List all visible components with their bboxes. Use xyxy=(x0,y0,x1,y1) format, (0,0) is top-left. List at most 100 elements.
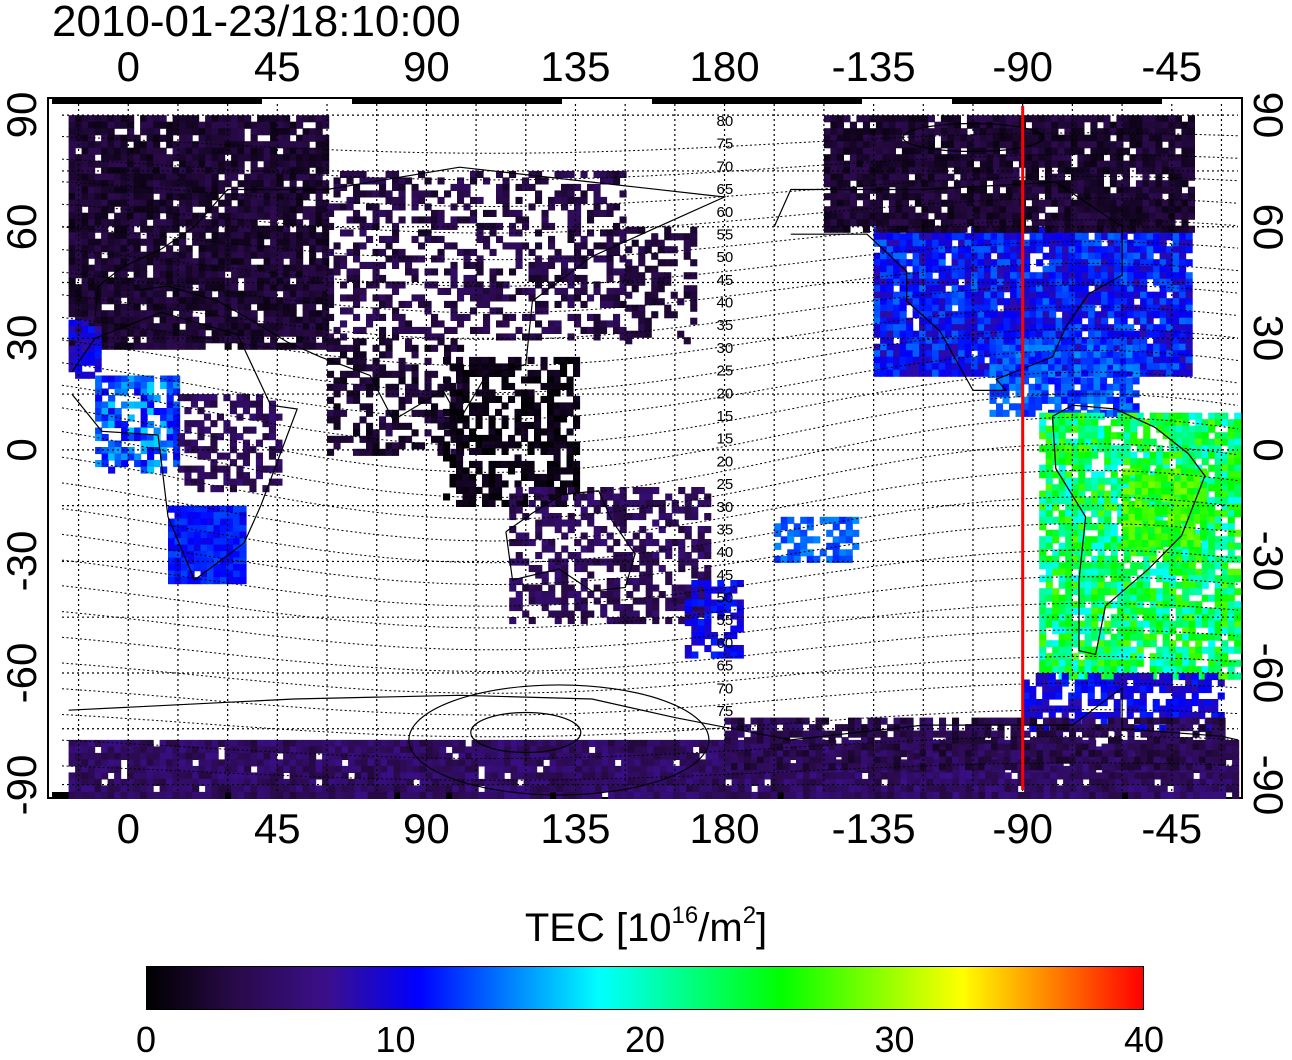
tec-cell xyxy=(984,246,991,253)
tec-cell xyxy=(560,357,567,364)
tec-cell xyxy=(1108,305,1115,312)
tec-cell xyxy=(212,135,219,142)
tec-cell xyxy=(986,161,993,168)
tec-cell xyxy=(496,184,503,191)
tec-cell xyxy=(561,171,568,178)
tec-cell xyxy=(1004,272,1011,279)
tec-cell xyxy=(178,394,185,401)
tec-cell xyxy=(869,141,876,148)
tec-cell xyxy=(69,206,76,213)
tec-cell xyxy=(587,294,594,301)
tec-cell xyxy=(665,598,672,605)
tec-cell xyxy=(303,336,310,343)
tec-cell xyxy=(567,383,574,390)
tec-cell xyxy=(373,442,380,449)
tec-cell xyxy=(115,408,122,415)
tec-cell xyxy=(1160,324,1167,331)
tec-cell xyxy=(529,275,536,282)
tec-cell xyxy=(1088,246,1095,253)
tec-cell xyxy=(201,564,208,571)
tec-cell xyxy=(264,174,271,181)
tec-cell xyxy=(392,333,399,340)
tec-cell xyxy=(837,128,844,135)
tec-cell xyxy=(166,161,173,168)
tec-cell xyxy=(220,564,227,571)
tec-cell xyxy=(166,135,173,142)
tec-cell xyxy=(236,453,243,460)
tec-cell xyxy=(379,371,386,378)
tec-cell xyxy=(965,370,972,377)
tec-cell xyxy=(568,236,575,243)
tec-cell xyxy=(824,193,831,200)
tec-cell xyxy=(166,213,173,220)
tec-cell xyxy=(141,460,148,467)
tec-cell xyxy=(568,617,575,624)
tec-cell xyxy=(625,227,632,234)
tec-cell xyxy=(945,266,952,273)
tec-cell xyxy=(140,239,147,246)
tec-cell xyxy=(244,122,251,129)
tec-cell xyxy=(101,187,108,194)
tec-cell xyxy=(186,252,193,259)
tec-cell xyxy=(900,240,907,247)
tec-cell xyxy=(908,154,915,161)
tec-cell xyxy=(418,327,425,334)
tec-cell xyxy=(521,376,528,383)
tec-cell xyxy=(874,370,881,377)
tec-cell xyxy=(997,259,1004,266)
tec-cell xyxy=(1088,331,1095,338)
tec-cell xyxy=(186,219,193,226)
tec-cell xyxy=(114,180,121,187)
tec-cell xyxy=(231,278,238,285)
tec-cell xyxy=(134,343,141,350)
tec-cell xyxy=(678,598,685,605)
tec-cell xyxy=(108,343,115,350)
tec-cell xyxy=(238,245,245,252)
tec-cell xyxy=(1134,311,1141,318)
tec-cell xyxy=(947,128,954,135)
tec-cell xyxy=(425,327,432,334)
tec-cell xyxy=(412,351,419,358)
tec-cell xyxy=(1062,311,1069,318)
tec-cell xyxy=(1153,350,1160,357)
tec-cell xyxy=(1147,344,1154,351)
tec-cell xyxy=(965,305,972,312)
tec-cell xyxy=(220,512,227,519)
tec-cell xyxy=(425,229,432,236)
tec-cell xyxy=(205,141,212,148)
tec-cell xyxy=(140,148,147,155)
tec-cell xyxy=(1062,240,1069,247)
tec-cell xyxy=(477,262,484,269)
tec-cell xyxy=(980,122,987,129)
tec-cell xyxy=(147,402,154,409)
tec-cell xyxy=(95,326,102,333)
tec-cell xyxy=(405,255,412,262)
tec-cell xyxy=(95,148,102,155)
tec-cell xyxy=(639,494,646,501)
tec-cell xyxy=(456,357,463,364)
tec-cell xyxy=(1186,272,1193,279)
tec-cell xyxy=(269,427,276,434)
tec-cell xyxy=(322,239,329,246)
tec-cell xyxy=(939,350,946,357)
tec-cell xyxy=(379,351,386,358)
tec-cell xyxy=(928,174,935,181)
tec-cell xyxy=(188,512,195,519)
tec-cell xyxy=(1186,350,1193,357)
tec-cell xyxy=(652,611,659,618)
tec-cell xyxy=(919,318,926,325)
tec-cell xyxy=(438,384,445,391)
tec-cell xyxy=(199,258,206,265)
tec-cell xyxy=(296,258,303,265)
tec-cell xyxy=(900,363,907,370)
tec-cell xyxy=(843,141,850,148)
tec-cell xyxy=(561,591,568,598)
tec-cell xyxy=(515,357,522,364)
tec-cell xyxy=(495,363,502,370)
tec-cell xyxy=(1088,259,1095,266)
tec-cell xyxy=(108,395,115,402)
tec-cell xyxy=(191,401,198,408)
tec-cell xyxy=(184,420,191,427)
tec-cell xyxy=(379,327,386,334)
tec-cell xyxy=(587,216,594,223)
